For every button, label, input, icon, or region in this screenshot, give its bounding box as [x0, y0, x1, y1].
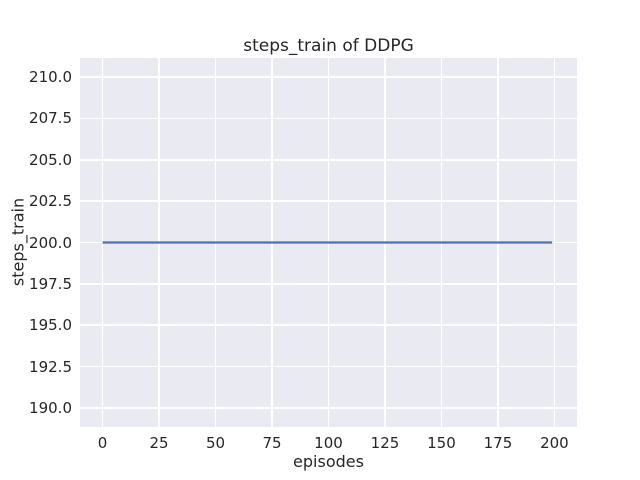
gridline-horizontal [80, 76, 577, 78]
y-tick-label: 205.0 [29, 150, 72, 169]
y-tick-label: 195.0 [29, 316, 72, 335]
y-tick-label: 197.5 [29, 274, 72, 293]
x-tick-label: 175 [483, 434, 513, 452]
gridline-horizontal [80, 117, 577, 120]
x-tick-label: 75 [262, 434, 282, 452]
y-tick-label: 200.0 [29, 233, 72, 252]
x-tick-label: 25 [149, 434, 169, 452]
y-tick-label: 192.5 [29, 357, 72, 376]
x-tick-label: 100 [314, 434, 343, 452]
line-series-svg [102, 241, 553, 244]
x-tick-label: 200 [540, 434, 569, 452]
y-tick-label: 207.5 [29, 109, 72, 128]
x-axis-title: episodes [293, 452, 364, 471]
plot-area [80, 58, 577, 427]
gridline-horizontal [80, 159, 577, 161]
y-tick-label: 190.0 [29, 398, 72, 417]
x-tick-label: 50 [205, 434, 226, 452]
gridline-horizontal [80, 324, 577, 326]
gridline-horizontal [80, 283, 577, 285]
x-tick-label: 150 [427, 434, 456, 452]
x-tick-label: 0 [97, 434, 108, 452]
chart-title: steps_train of DDPG [243, 36, 414, 56]
y-tick-label: 210.0 [29, 68, 72, 87]
y-tick-label: 202.5 [29, 192, 72, 211]
gridline-horizontal [80, 407, 577, 409]
gridline-horizontal [80, 200, 577, 202]
gridline-horizontal [80, 365, 577, 368]
x-tick-label: 125 [370, 434, 400, 452]
